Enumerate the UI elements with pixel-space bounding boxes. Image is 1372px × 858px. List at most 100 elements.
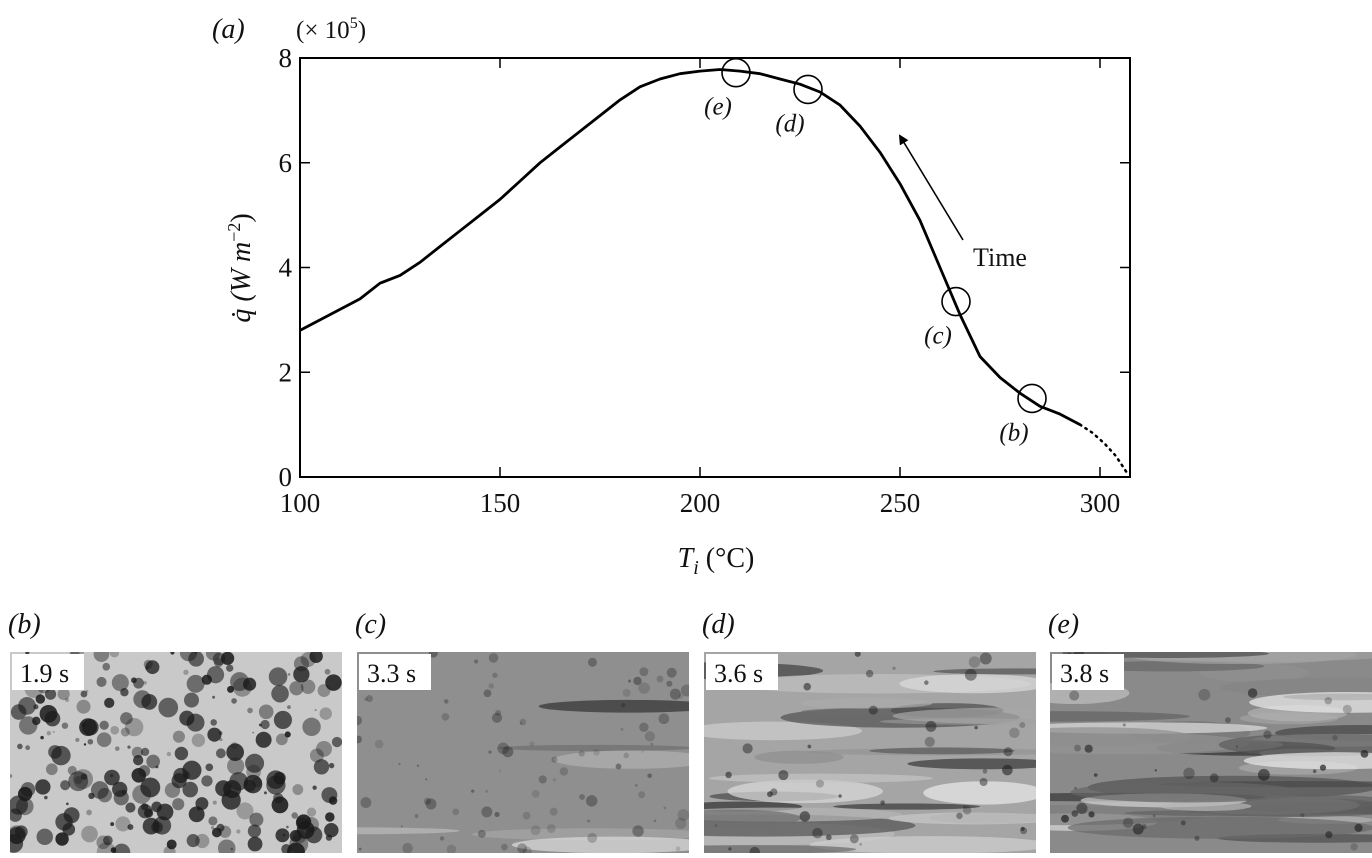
blob [236,802,254,820]
y-label-sup: −2 [224,223,244,242]
blob [15,797,34,816]
blob [10,834,24,853]
blob [498,769,502,772]
x-tick-label: 300 [1080,488,1121,518]
blob [666,667,677,678]
blob [138,765,151,777]
blob [325,674,342,691]
blob [587,657,597,667]
blob [742,743,753,754]
blob [313,759,330,775]
streak [708,773,933,783]
streak [933,668,1036,675]
blob [112,781,128,797]
streak [1050,711,1190,722]
blob [360,797,372,808]
blob [552,777,557,782]
streak [754,750,844,764]
blob [109,652,120,658]
time-box [1052,654,1124,690]
blob [979,777,988,787]
blob [647,773,652,779]
blob [281,844,292,853]
blob [247,836,263,852]
blob [546,824,556,834]
blob [531,789,540,798]
x-label-main: T [678,543,696,574]
blob [258,704,274,720]
y-tick-label: 4 [279,253,293,283]
streak [907,758,1036,770]
blob [83,743,87,746]
blob [443,699,449,704]
blob [195,833,210,849]
y-label-main: q̇ (W m [226,242,257,323]
blob [880,800,885,805]
blob [172,798,185,811]
streak [800,697,933,709]
blob [103,835,113,846]
blob [483,689,492,698]
blob [99,720,109,730]
blob [201,775,213,787]
blob [593,749,600,756]
marker-label: (b) [999,419,1028,446]
blob [275,828,290,843]
photo-time: 1.9 s [20,659,69,688]
blob [803,682,811,691]
blob [1235,745,1238,748]
blob [1122,723,1126,727]
blob [364,697,368,701]
blob [102,662,111,671]
blob [287,705,291,710]
blob [641,750,644,753]
blob [1154,769,1157,772]
blob [57,687,70,701]
blob [620,727,624,731]
streak [553,750,689,769]
blob [125,717,144,737]
streak [809,836,1036,853]
blob [680,684,689,697]
blob [481,806,493,818]
blob [494,811,500,818]
blob [186,834,200,848]
blob [956,812,963,820]
blob [471,789,475,793]
blob [982,768,988,774]
blob [400,825,403,828]
marker-label: (d) [775,110,804,137]
blob [52,730,55,733]
photo-panel-label: (e) [1048,609,1079,640]
blob [46,730,52,736]
blob [770,788,778,796]
blob [477,829,486,838]
marker-circle [1017,383,1047,414]
marker-label: (e) [704,94,732,121]
blob [104,769,120,786]
time-box [359,654,431,690]
blob [44,795,48,800]
blob [51,745,71,766]
blob [1074,744,1081,752]
blob [208,816,218,826]
blob [807,744,812,749]
blob [96,835,110,850]
blob [622,688,631,697]
blob [675,817,687,830]
blob [1319,764,1327,771]
blob [284,731,291,738]
blob [627,679,632,683]
blob [305,826,323,844]
blob [1122,817,1134,828]
blob [365,695,373,703]
blob [191,733,206,747]
blob [357,735,362,744]
blob [854,652,861,657]
blob [749,846,760,853]
blob [849,834,859,844]
blob [677,809,689,821]
blob [25,652,30,655]
blob [414,814,419,819]
blob [656,675,664,683]
